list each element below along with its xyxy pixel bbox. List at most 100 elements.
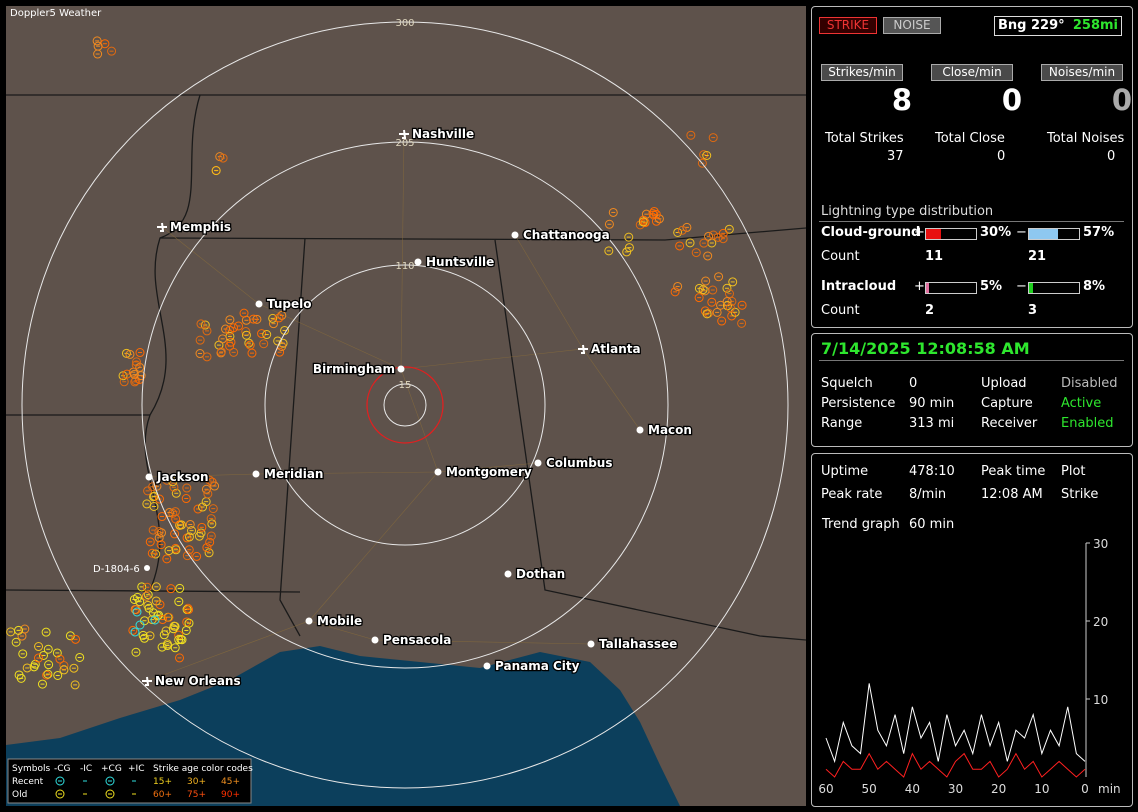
strike-symbol [195,335,205,345]
strike-symbol [234,321,244,331]
strike-symbol [130,377,140,387]
strike-symbol [171,545,181,555]
rate-value: 0 [1111,83,1132,117]
strike-symbol [675,241,685,251]
rate-label: Noises/min [1041,64,1123,81]
pct-bar-fill [1029,283,1033,293]
strike-symbol [170,507,180,517]
setting: Receiver [981,416,1038,431]
sign: + [914,225,925,240]
strike-symbol [673,227,683,237]
strike-symbol [194,531,204,541]
city-dot [397,365,405,373]
setting: Persistence [821,396,896,411]
pct-label: 8% [1083,279,1106,294]
strike-symbol [697,158,707,168]
strike-symbol [245,340,255,350]
legend-age: 90+ [221,790,240,800]
strike-symbol [141,591,151,601]
setting: 313 mi [909,416,955,431]
strike-symbol [268,313,278,323]
strike-symbol [638,217,648,227]
city-label: Nashville [412,127,474,141]
strike-symbol [694,283,704,293]
legend-header: -CG [54,764,71,774]
city-dot [534,459,542,467]
strike-marker-ring [366,366,444,444]
strike-symbol [208,504,218,514]
strike-symbol [204,475,214,485]
strike-symbol [216,347,226,357]
trend-span: 60 min [909,517,955,532]
count: 11 [925,249,944,264]
strike-symbol [119,377,129,387]
strike-symbol [604,219,614,229]
airport-icon [399,129,409,139]
city-dot [255,300,263,308]
pct-bar [1028,228,1080,240]
strike-symbol [717,316,727,326]
strike-symbol [131,376,141,386]
total-value: 37 [887,149,904,164]
legend-header: Symbols [12,764,51,774]
airport-icon [157,222,167,232]
strike-symbol [259,339,269,349]
strike-symbol [724,224,734,234]
stat: Peak rate [821,487,883,502]
strike-symbol [150,615,160,625]
city-label: Pensacola [383,633,451,647]
strike-symbol [18,649,28,659]
strike-symbol [162,554,172,564]
strike-symbol [651,209,661,219]
strike-symbol [728,277,738,287]
bearing-box: Bng 229° 258mi [994,16,1122,36]
setting: Squelch [821,376,873,391]
strike-symbol [699,238,709,248]
strike-symbol [43,669,53,679]
strike-symbol [151,582,161,592]
strike-symbol [20,624,30,634]
strike-symbol [168,477,178,487]
strike-symbol [702,309,712,319]
strike-button[interactable]: STRIKE [819,17,877,34]
rate-value: 8 [891,83,912,117]
strike-symbol [206,514,216,524]
legend-symbol [55,789,65,799]
strike-symbol [175,583,185,593]
count-label: Count [821,249,860,264]
strike-symbol [205,537,215,547]
city-label: Tupelo [267,297,312,311]
noise-button[interactable]: NOISE [883,17,941,34]
city-label: Birmingham [313,362,395,376]
clock: 7/14/2025 12:08:58 AM [821,339,1030,358]
strike-symbol [162,640,172,650]
range-label: 15 [399,380,412,391]
strike-symbol [59,665,69,675]
strike-symbol [624,232,634,242]
legend-age: 30+ [187,777,206,787]
pct-bar-fill [1029,229,1058,239]
legend-symbol [105,789,115,799]
city-dot [371,636,379,644]
strike-symbol [152,481,162,491]
strike-symbol [716,300,726,310]
strike-symbol [210,481,220,491]
legend-age: 60+ [153,790,172,800]
strike-symbol [277,310,287,320]
strike-symbol [157,642,167,652]
total-label: Total Noises [1047,131,1125,146]
strike-symbol [707,297,717,307]
strike-symbol [722,283,732,293]
strike-symbol [182,483,192,493]
legend-header: +IC [128,764,144,774]
stat: 8/min [909,487,947,502]
legend-box [7,758,252,804]
strike-symbol [157,528,167,538]
strike-symbol [93,41,103,51]
strike-symbol [75,652,85,662]
strike-symbol [53,670,63,680]
x-tick-label: 10 [1034,782,1049,796]
strike-symbol [130,604,140,614]
strike-symbol [174,597,184,607]
setting: Upload [981,376,1027,391]
